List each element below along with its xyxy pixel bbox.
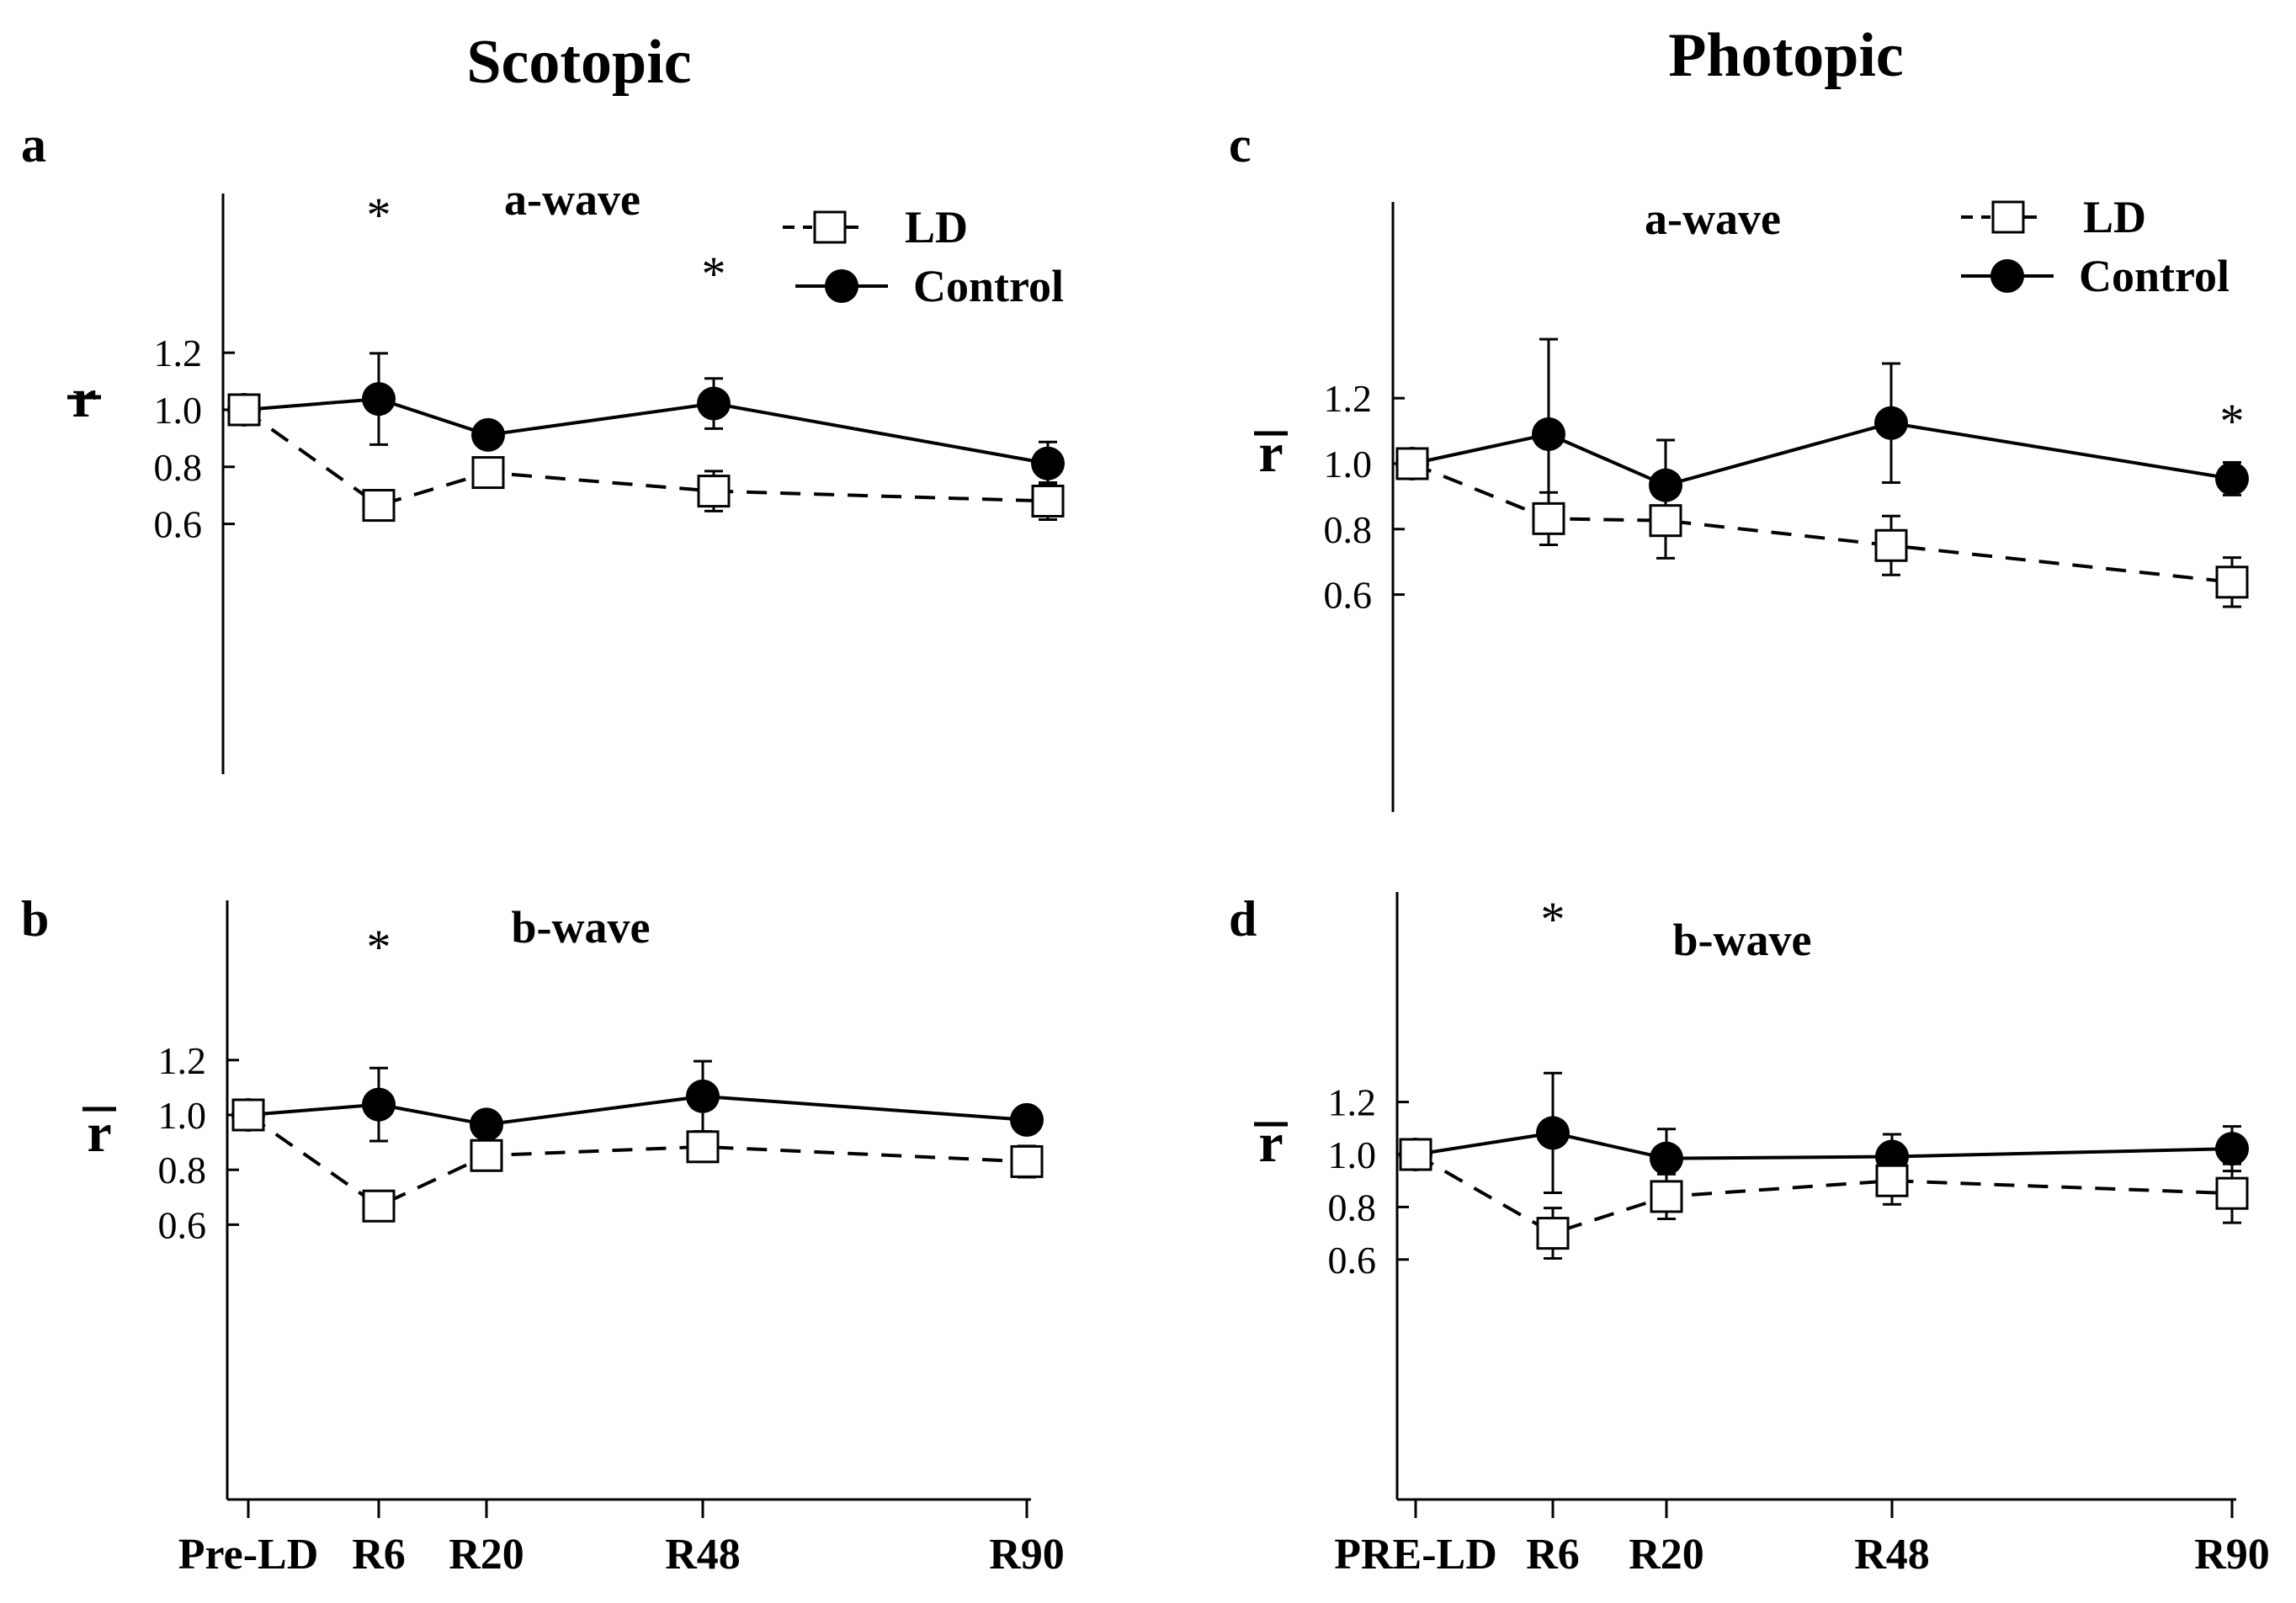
y-tick-label: 1.0 xyxy=(158,1094,207,1137)
x-tick-label: R90 xyxy=(2194,1531,2270,1579)
y-tick-label: 0.6 xyxy=(154,503,203,546)
control-point xyxy=(2215,461,2249,496)
panel-d: d b-wave 0.6 0.8 1.0 1.2 r PRE-LD R6 R20 R48 R90 * xyxy=(1229,891,2270,1579)
legend-label-ld: LD xyxy=(2083,192,2146,242)
ld-point xyxy=(1395,447,1429,480)
scotopic-title: Scotopic xyxy=(466,28,691,97)
ld-point xyxy=(686,1130,720,1164)
panel-title: a-wave xyxy=(504,174,640,225)
x-tick-label: R48 xyxy=(665,1531,741,1579)
panel-label: c xyxy=(1229,117,1252,173)
significance-star: * xyxy=(2220,394,2245,449)
x-tick-label: R6 xyxy=(1526,1531,1580,1579)
y-tick-label: 1.2 xyxy=(1328,1081,1377,1124)
control-point xyxy=(697,386,731,421)
panel-label: a xyxy=(21,117,46,173)
significance-star: * xyxy=(367,920,391,974)
control-point xyxy=(362,1087,396,1122)
ld-point xyxy=(1010,1144,1044,1178)
x-tick-label: R20 xyxy=(449,1531,524,1579)
y-tick-label: 0.8 xyxy=(1328,1186,1377,1229)
panel-title: b-wave xyxy=(512,902,651,953)
panel-b: b b-wave 0.6 0.8 1.0 1.2 r Pre-LD R6 R20 R48 R90 * xyxy=(21,891,1065,1579)
y-tick-label: 0.8 xyxy=(1324,508,1373,551)
control-point xyxy=(1650,1141,1683,1176)
legend-label-control: Control xyxy=(913,261,1064,311)
control-point xyxy=(1874,406,1908,440)
y-tick-label: 1.0 xyxy=(154,389,203,432)
legend-marker-control xyxy=(1990,259,2024,293)
y-tick-label: 0.6 xyxy=(158,1203,207,1246)
ld-point xyxy=(227,393,261,427)
significance-star: * xyxy=(1541,892,1565,947)
ld-point xyxy=(471,456,505,490)
y-tick-label: 1.2 xyxy=(1324,377,1373,420)
x-tick-label: R48 xyxy=(1854,1531,1930,1579)
ld-point xyxy=(1649,504,1682,538)
control-point xyxy=(1532,417,1565,451)
legend-marker-ld xyxy=(1991,200,2025,234)
legend-marker-control xyxy=(825,269,858,303)
ld-point xyxy=(362,489,396,523)
y-tick-label: 1.2 xyxy=(158,1039,207,1082)
y-tick-label: 1.2 xyxy=(154,332,203,374)
control-point xyxy=(2215,1132,2249,1166)
ld-point xyxy=(1399,1138,1432,1171)
control-point xyxy=(470,1107,503,1142)
y-tick-label: 0.8 xyxy=(158,1149,207,1192)
ld-point xyxy=(1875,1164,1909,1197)
panel-label: b xyxy=(21,891,49,947)
ld-point xyxy=(1532,502,1565,535)
control-point xyxy=(1536,1116,1570,1150)
panel-label: d xyxy=(1229,891,1257,947)
significance-star: * xyxy=(367,188,391,242)
significance-star: * xyxy=(702,247,726,301)
control-point xyxy=(1010,1102,1044,1137)
control-point xyxy=(686,1079,720,1113)
x-tick-label: Pre-LD xyxy=(178,1531,319,1579)
ld-point xyxy=(231,1098,265,1132)
series-line-control xyxy=(243,397,1049,465)
x-tick-label: PRE-LD xyxy=(1334,1531,1497,1579)
x-tick-label: R90 xyxy=(989,1531,1065,1579)
x-tick-label: R20 xyxy=(1629,1531,1704,1579)
control-point xyxy=(471,417,505,452)
y-tick-label: 1.0 xyxy=(1328,1133,1377,1176)
photopic-title: Photopic xyxy=(1668,21,1904,90)
y-tick-label: 0.6 xyxy=(1324,574,1373,617)
ld-point xyxy=(2215,1176,2249,1210)
y-axis-label: r xyxy=(1258,1112,1283,1174)
legend-marker-ld xyxy=(813,210,847,244)
legend-label-control: Control xyxy=(2079,251,2230,301)
ld-point xyxy=(1874,528,1908,562)
ld-point xyxy=(1031,484,1065,518)
y-tick-label: 0.8 xyxy=(154,446,203,489)
ld-point xyxy=(1650,1180,1683,1213)
control-point xyxy=(362,382,396,417)
control-point xyxy=(1031,446,1065,480)
panel-title: b-wave xyxy=(1673,915,1812,965)
y-tick-label: 0.6 xyxy=(1328,1239,1377,1282)
ld-point xyxy=(2215,565,2249,599)
ld-point xyxy=(1536,1217,1570,1250)
legend-label-ld: LD xyxy=(905,202,968,252)
panel-title: a-wave xyxy=(1645,194,1781,244)
y-axis-label: r xyxy=(87,1102,111,1164)
control-point xyxy=(1649,468,1682,502)
ld-point xyxy=(362,1189,396,1223)
x-tick-label: R6 xyxy=(352,1531,406,1579)
ld-point xyxy=(470,1139,503,1172)
y-tick-label: 1.0 xyxy=(1324,443,1373,486)
ld-point xyxy=(697,475,731,508)
